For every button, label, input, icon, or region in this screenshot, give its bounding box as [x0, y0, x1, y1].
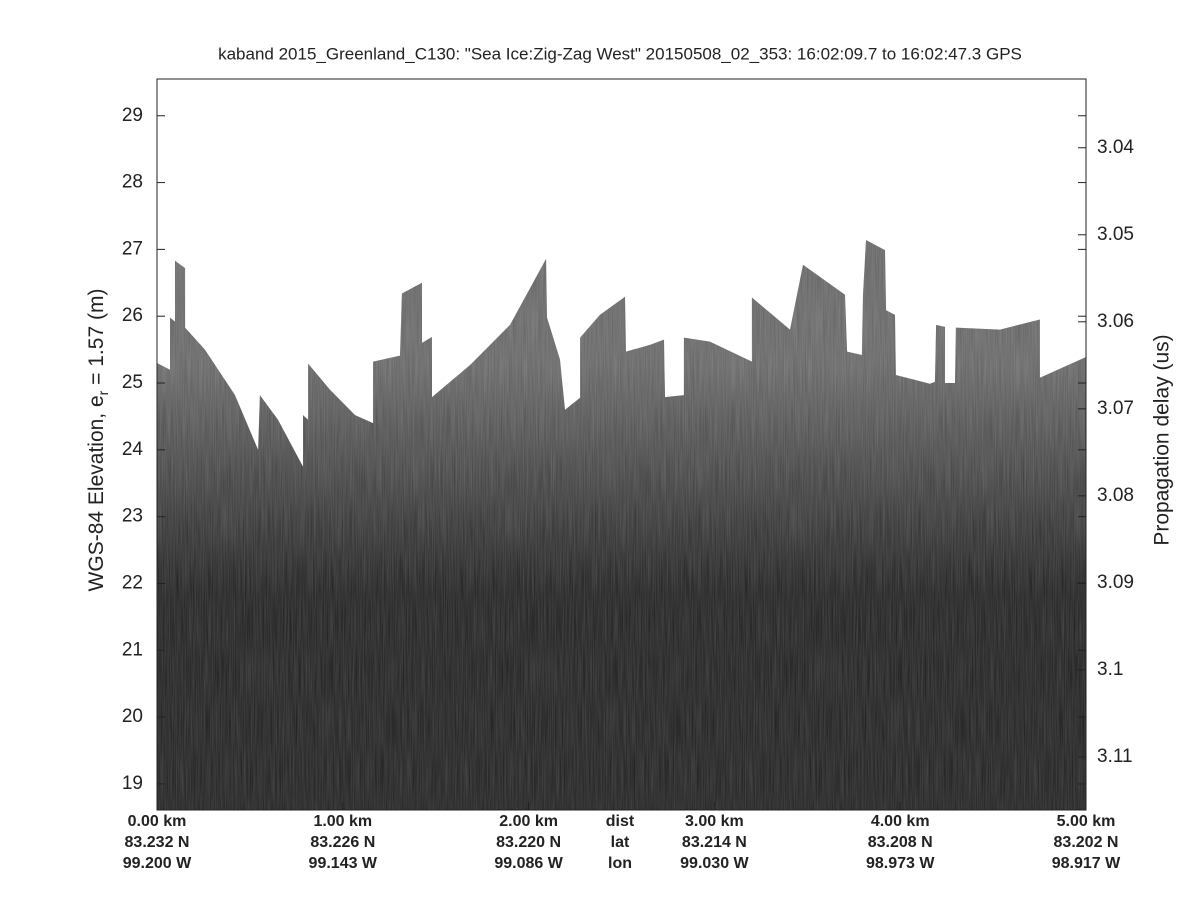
chart-title: kaband 2015_Greenland_C130: "Sea Ice:Zig… — [218, 44, 1022, 63]
x-tick-label: 3.00 km — [685, 813, 744, 830]
y2-tick-label: 3.04 — [1097, 137, 1134, 158]
lat-label: 83.226 N — [310, 834, 375, 851]
y-tick-label: 25 — [122, 372, 143, 393]
y-tick-label: 24 — [122, 439, 144, 460]
y-tick-label: 26 — [122, 305, 143, 326]
x-tick-label: 0.00 km — [128, 813, 187, 830]
row-label: dist — [606, 813, 635, 830]
y-label-rest: = 1.57 (m) — [85, 289, 108, 391]
y2-axis-label: Propagation delay (us) — [1151, 334, 1174, 545]
y2-tick-label: 3.1 — [1097, 659, 1123, 680]
y-axis-label: WGS-84 Elevation, er = 1.57 (m) — [85, 289, 111, 592]
lon-label: 99.200 W — [123, 855, 192, 872]
lat-label: 83.214 N — [682, 834, 747, 851]
y-label-sub: r — [95, 390, 111, 395]
y2-tick-label: 3.05 — [1097, 224, 1134, 245]
axes-box — [156, 78, 1087, 811]
plot-area — [157, 240, 1086, 810]
lat-label: 83.202 N — [1054, 834, 1119, 851]
lon-label: 99.086 W — [494, 855, 563, 872]
y-tick-label: 27 — [122, 238, 143, 259]
y2-tick-label: 3.07 — [1097, 398, 1134, 419]
row-label: lon — [608, 855, 632, 872]
y-tick-label: 20 — [122, 706, 143, 727]
x-tick-label: 1.00 km — [313, 813, 372, 830]
y-tick-label: 28 — [122, 172, 143, 193]
lon-label: 99.030 W — [680, 855, 749, 872]
x-tick-label: 4.00 km — [871, 813, 930, 830]
y2-tick-label: 3.08 — [1097, 485, 1134, 506]
y-tick-label: 29 — [122, 105, 143, 126]
y-tick-label: 21 — [122, 639, 143, 660]
lat-label: 83.208 N — [868, 834, 933, 851]
lon-label: 98.973 W — [866, 855, 935, 872]
y-label-main: WGS-84 Elevation, e — [85, 395, 108, 591]
lon-label: 99.143 W — [309, 855, 378, 872]
y2-tick-label: 3.06 — [1097, 311, 1134, 332]
y2-tick-label: 3.09 — [1097, 572, 1134, 593]
y-tick-label: 19 — [122, 773, 143, 794]
y2-tick-label: 3.11 — [1097, 746, 1133, 767]
row-label: lat — [611, 834, 630, 851]
lat-label: 83.232 N — [125, 834, 190, 851]
y-tick-label: 23 — [122, 506, 143, 527]
x-tick-label: 2.00 km — [499, 813, 558, 830]
lon-label: 98.917 W — [1052, 855, 1121, 872]
y-tick-label: 22 — [122, 572, 143, 593]
lat-label: 83.220 N — [496, 834, 561, 851]
x-tick-label: 5.00 km — [1057, 813, 1116, 830]
echogram-texture — [157, 240, 1086, 810]
